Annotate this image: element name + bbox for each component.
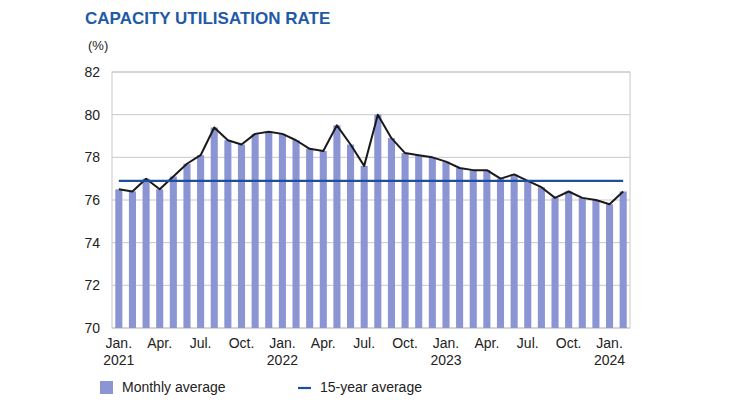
bar — [211, 127, 218, 328]
y-tick-label: 76 — [84, 192, 100, 208]
x-tick-label-line: Jul. — [190, 335, 212, 351]
x-tick-label-line: Oct. — [229, 335, 255, 351]
line — [119, 180, 623, 182]
legend-label: 15-year average — [320, 379, 422, 395]
x-tick-label-line: Jan. — [433, 335, 459, 351]
bar — [620, 191, 627, 328]
bar — [238, 145, 245, 328]
y-axis-label: (%) — [88, 38, 108, 53]
bar — [361, 166, 368, 328]
y-tick-label: 70 — [84, 320, 100, 336]
bar — [265, 132, 272, 328]
bar — [347, 145, 354, 328]
y-tick-label: 78 — [84, 149, 100, 165]
bar — [592, 200, 599, 328]
x-tick-label-line: 2023 — [430, 352, 461, 368]
x-tick-label: Oct. — [556, 335, 582, 351]
x-tick-label-line: 2021 — [103, 352, 134, 368]
bar — [606, 204, 613, 328]
x-tick-label: Apr. — [311, 335, 336, 351]
x-tick-label-line: Apr. — [474, 335, 499, 351]
x-tick-label-line: Jul. — [517, 335, 539, 351]
x-tick-label: Jan.2024 — [594, 335, 625, 368]
bar-connecting-line — [119, 115, 623, 205]
x-tick-label-line: Oct. — [556, 335, 582, 351]
y-tick-label: 72 — [84, 277, 100, 293]
x-tick-label: Jul. — [517, 335, 539, 351]
bar — [333, 125, 340, 328]
x-tick-label-line: Jan. — [106, 335, 132, 351]
y-tick-label: 74 — [84, 235, 100, 251]
x-tick-label: Jan.2023 — [430, 335, 461, 368]
bar — [497, 179, 504, 328]
bar — [565, 191, 572, 328]
bar — [511, 174, 518, 328]
bar — [579, 198, 586, 328]
bar — [456, 168, 463, 328]
x-tick-label: Oct. — [392, 335, 418, 351]
x-tick-label: Jan.2021 — [103, 335, 134, 368]
bar — [320, 151, 327, 328]
data-group — [115, 115, 626, 328]
x-tick-label-line: Jul. — [353, 335, 375, 351]
bar — [156, 189, 163, 328]
x-tick-label-line: Apr. — [311, 335, 336, 351]
bar — [388, 138, 395, 328]
legend-swatch — [298, 387, 311, 389]
x-tick-label-line: 2022 — [267, 352, 298, 368]
x-tick-label-line: Apr. — [147, 335, 172, 351]
x-tick-label-line: Jan. — [269, 335, 295, 351]
plot-frame — [112, 72, 630, 328]
bar — [374, 115, 381, 328]
y-tick-label: 80 — [84, 107, 100, 123]
x-tick-label: Oct. — [229, 335, 255, 351]
grid-line — [112, 157, 630, 158]
bar — [115, 189, 122, 328]
bar — [538, 187, 545, 328]
title: CAPACITY UTILISATION RATE — [85, 9, 330, 28]
bar — [292, 140, 299, 328]
x-tick-label: Apr. — [474, 335, 499, 351]
bar — [429, 157, 436, 328]
bar — [470, 170, 477, 328]
bar — [224, 140, 231, 328]
bar — [183, 164, 190, 328]
x-tick-label-line: Oct. — [392, 335, 418, 351]
x-tick-label: Jul. — [190, 335, 212, 351]
bar — [483, 170, 490, 328]
bar — [551, 198, 558, 328]
x-tick-label-line: Jan. — [596, 335, 622, 351]
bar — [129, 191, 136, 328]
bar — [279, 134, 286, 328]
bar — [442, 162, 449, 328]
bar — [252, 134, 259, 328]
chart: CAPACITY UTILISATION RATE (%) 70 72 74 76 78 80… — [0, 0, 730, 410]
legend-label: Monthly average — [122, 379, 226, 395]
x-tick-label: Jan.2022 — [267, 335, 298, 368]
legend-swatch — [100, 381, 113, 394]
bar — [402, 153, 409, 328]
x-tick-label: Apr. — [147, 335, 172, 351]
bar — [143, 179, 150, 328]
grid-line — [112, 114, 630, 115]
y-tick-label: 82 — [84, 64, 100, 80]
x-tick-label-line: 2024 — [594, 352, 625, 368]
bar — [306, 149, 313, 328]
bar — [524, 181, 531, 328]
bar — [170, 177, 177, 328]
x-tick-label: Jul. — [353, 335, 375, 351]
